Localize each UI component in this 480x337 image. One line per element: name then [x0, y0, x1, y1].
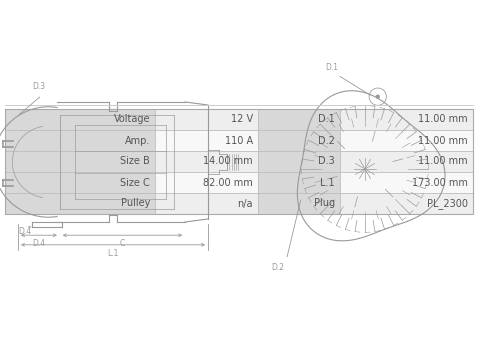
Bar	[155, 151, 258, 172]
Text: Amp.: Amp.	[125, 135, 150, 146]
Text: 11.00 mm: 11.00 mm	[419, 115, 468, 124]
Text: Size B: Size B	[120, 156, 150, 166]
Bar	[155, 172, 258, 193]
Text: 11.00 mm: 11.00 mm	[419, 156, 468, 166]
Bar	[258, 109, 340, 130]
Circle shape	[297, 198, 300, 202]
Bar	[340, 193, 473, 214]
Bar	[258, 151, 340, 172]
Circle shape	[376, 95, 380, 98]
Bar	[5, 130, 155, 151]
Text: D.3: D.3	[32, 82, 45, 91]
Text: L.1: L.1	[320, 178, 335, 187]
Bar	[258, 172, 340, 193]
Circle shape	[427, 204, 431, 208]
Bar	[340, 151, 473, 172]
Text: 12 V: 12 V	[231, 115, 253, 124]
Text: D.2: D.2	[271, 263, 284, 272]
Text: C: C	[120, 239, 125, 248]
Text: D.1: D.1	[318, 115, 335, 124]
Text: Pulley: Pulley	[120, 198, 150, 209]
Text: D.4: D.4	[18, 227, 31, 236]
Bar	[155, 130, 258, 151]
Text: 110 A: 110 A	[225, 135, 253, 146]
Bar	[5, 193, 155, 214]
Bar	[340, 109, 473, 130]
Text: 14.00 mm: 14.00 mm	[204, 156, 253, 166]
Text: 173.00 mm: 173.00 mm	[412, 178, 468, 187]
Bar	[5, 151, 155, 172]
Text: D.4: D.4	[32, 239, 46, 248]
Text: Voltage: Voltage	[113, 115, 150, 124]
Text: D.1: D.1	[325, 63, 338, 72]
Text: 82.00 mm: 82.00 mm	[203, 178, 253, 187]
Bar	[5, 109, 155, 130]
Text: n/a: n/a	[238, 198, 253, 209]
Bar	[258, 193, 340, 214]
Bar	[340, 130, 473, 151]
Bar	[340, 172, 473, 193]
Bar	[258, 130, 340, 151]
Text: D.2: D.2	[318, 135, 335, 146]
Text: Plug: Plug	[314, 198, 335, 209]
Bar	[5, 109, 473, 214]
Bar	[5, 172, 155, 193]
Text: Size C: Size C	[120, 178, 150, 187]
Text: PL_2300: PL_2300	[427, 198, 468, 209]
Text: 11.00 mm: 11.00 mm	[419, 135, 468, 146]
Bar	[155, 193, 258, 214]
Bar	[155, 109, 258, 130]
Text: L.1: L.1	[108, 249, 119, 258]
Text: D.3: D.3	[318, 156, 335, 166]
